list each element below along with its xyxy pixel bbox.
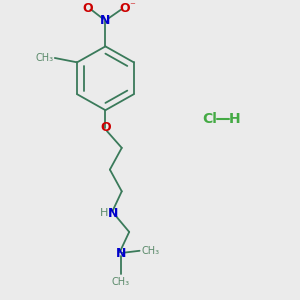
Text: CH₃: CH₃ <box>141 246 159 256</box>
Text: O: O <box>82 2 93 15</box>
Text: O: O <box>100 121 111 134</box>
Text: N: N <box>108 207 118 220</box>
Text: H: H <box>229 112 241 126</box>
Text: N: N <box>116 247 126 260</box>
Text: CH₃: CH₃ <box>112 277 130 287</box>
Text: Cl: Cl <box>202 112 217 126</box>
Text: ⁻: ⁻ <box>129 1 135 11</box>
Text: H: H <box>100 208 109 218</box>
Text: O: O <box>119 2 130 15</box>
Text: N: N <box>100 14 111 27</box>
Text: CH₃: CH₃ <box>35 53 53 63</box>
